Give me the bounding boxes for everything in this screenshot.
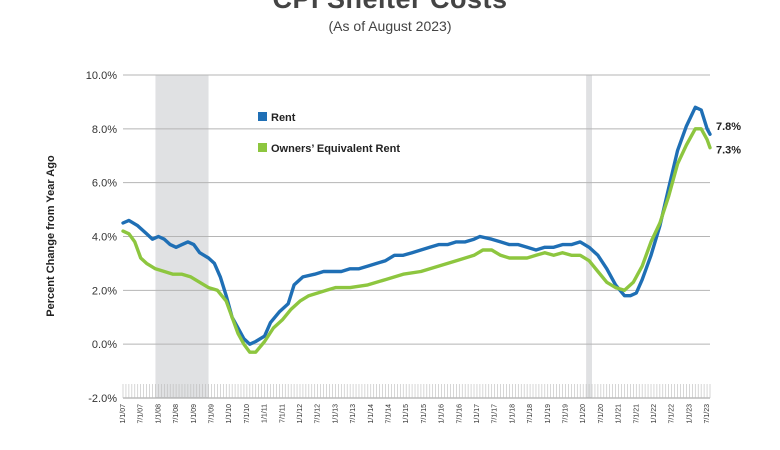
x-tick-label: 1/1/14 [368,404,375,424]
series-end-label-1: 7.3% [716,145,741,157]
x-tick-label: 1/1/08 [155,404,162,424]
x-tick-label: 1/1/07 [120,404,127,424]
legend: Rent Owners’ Equivalent Rent [258,112,400,155]
x-tick-label: 7/1/13 [350,404,357,424]
x-tick-label: 1/1/12 [297,404,304,424]
x-tick-label: 7/1/15 [421,404,428,424]
x-tick-label: 1/1/20 [580,404,587,424]
x-tick-label: 7/1/08 [173,404,180,424]
x-tick-label: 1/1/10 [226,404,233,424]
series-line-1 [121,127,712,354]
y-tick-label: 2.0% [92,285,117,297]
series-end-label-0: 7.8% [716,121,741,133]
y-axis-label: Percent Change from Year Ago [45,155,57,317]
x-tick-label: 7/1/09 [208,404,215,424]
x-tick-label: 1/1/22 [651,404,658,424]
x-tick-label: 7/1/18 [527,404,534,424]
y-tick-label: 6.0% [92,178,117,190]
y-tick-label: 8.0% [92,124,117,136]
x-tick-label: 1/1/13 [332,404,339,424]
chart-title: CPI Shelter Costs [0,0,780,15]
y-tick-label: 4.0% [92,232,117,244]
y-tick-label: 10.0% [86,70,117,82]
x-tick-label: 7/1/22 [669,404,676,424]
y-tick-label: 0.0% [92,339,117,351]
x-tick-label: 1/1/09 [191,404,198,424]
x-tick-label: 1/1/18 [509,404,516,424]
x-tick-label: 7/1/14 [385,404,392,424]
axes: -2.0% 0.0% 2.0% 4.0% 6.0% 8.0% 10.0% 1/1/07 7/1/… [86,70,711,423]
x-tick-label: 1/1/11 [262,404,269,423]
x-tick-label: 1/1/17 [474,404,481,424]
x-tick-label: 7/1/23 [704,404,711,424]
chart-subtitle: (As of August 2023) [328,18,452,34]
series-line-0 [121,105,712,346]
x-tick-label: 7/1/07 [138,404,145,424]
x-tick-label: 1/1/16 [439,404,446,424]
x-tick-label: 7/1/20 [598,404,605,424]
x-tick-label: 7/1/10 [244,404,251,424]
series-lines [121,105,712,354]
x-tick-label: 7/1/11 [279,404,286,423]
x-tick-label: 1/1/19 [545,404,552,424]
x-tick-label: 7/1/19 [562,404,569,424]
y-tick-label: -2.0% [88,393,117,405]
grid-lines [123,74,710,399]
end-labels: 7.8% 7.3% [716,121,741,156]
legend-swatch-1 [258,143,267,152]
legend-label-1: Owners’ Equivalent Rent [271,143,400,155]
x-tick-label: 7/1/21 [633,404,640,424]
legend-swatch-0 [258,112,267,121]
x-tick-label: 7/1/16 [456,404,463,424]
x-tick-label: 1/1/15 [403,404,410,424]
x-tick-label: 1/1/23 [686,404,693,424]
x-tick-label: 7/1/17 [492,404,499,424]
legend-label-0: Rent [271,112,296,124]
x-tick-label: 1/1/21 [616,404,623,424]
x-tick-label: 7/1/12 [315,404,322,424]
